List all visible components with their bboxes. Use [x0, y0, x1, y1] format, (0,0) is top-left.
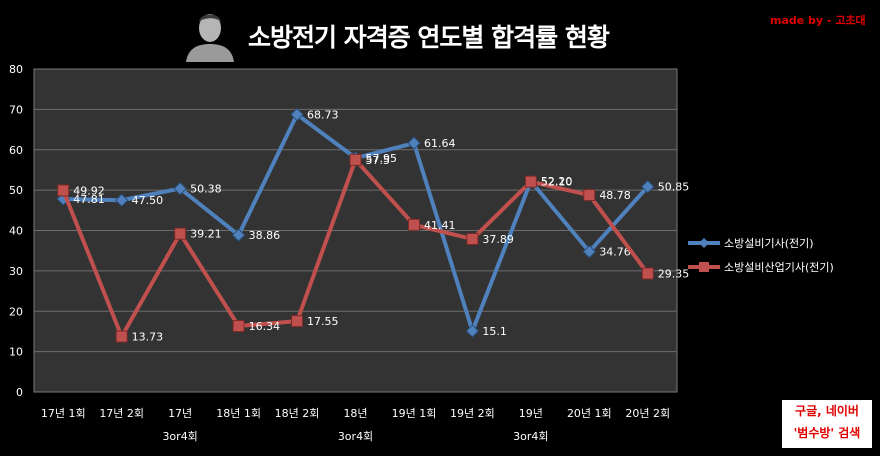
data-point — [465, 324, 480, 338]
data-label: 13.73 — [132, 331, 164, 344]
search-hint-box: 구글, 네이버 '범수방' 검색 — [782, 400, 872, 448]
y-tick-label: 70 — [9, 103, 23, 116]
x-tick-label: 20년 1회 — [567, 407, 612, 420]
data-label: 29.35 — [658, 267, 690, 280]
y-tick-label: 60 — [9, 144, 23, 157]
data-point — [174, 227, 187, 240]
data-point — [232, 320, 245, 333]
x-tick-label: 19년 3or4회 — [513, 407, 548, 443]
x-tick-label: 19년 1회 — [392, 407, 437, 420]
data-label: 38.86 — [249, 229, 281, 242]
data-point — [582, 244, 597, 259]
y-tick-label: 10 — [9, 346, 23, 359]
x-tick-label: 18년 3or4회 — [338, 407, 373, 443]
data-point — [290, 107, 304, 122]
data-point — [349, 153, 362, 166]
data-point — [114, 193, 129, 207]
data-point — [115, 330, 128, 343]
y-tick-label: 0 — [16, 386, 23, 399]
x-tick-label: 20년 2회 — [625, 407, 670, 420]
data-label: 61.64 — [424, 137, 456, 150]
avatar — [182, 6, 238, 62]
data-label: 47.81 — [73, 193, 105, 206]
data-point — [466, 233, 479, 246]
data-point — [231, 228, 246, 242]
x-tick-label: 17년 3or4회 — [162, 407, 197, 443]
data-label: 17.55 — [307, 315, 339, 328]
data-point — [407, 136, 421, 150]
legend-label: 소방설비산업기사(전기) — [724, 261, 834, 274]
data-label: 47.50 — [132, 194, 164, 207]
data-label: 57.95 — [366, 152, 398, 165]
data-label: 48.78 — [599, 189, 631, 202]
search-hint-line2: '범수방' 검색 — [793, 426, 861, 440]
data-point — [57, 184, 70, 197]
y-tick-label: 40 — [9, 225, 23, 238]
data-label: 50.38 — [190, 183, 222, 196]
data-point — [524, 175, 537, 188]
data-point — [291, 315, 304, 328]
made-by-label: made by - 고초대 — [770, 14, 866, 27]
x-tick-label: 17년 2회 — [99, 407, 144, 420]
data-label: 39.21 — [190, 228, 222, 241]
data-label: 57.5 — [366, 154, 391, 167]
data-point — [641, 267, 654, 280]
data-label: 34.76 — [599, 246, 631, 259]
data-point — [173, 181, 187, 196]
search-hint-line1: 구글, 네이버 — [795, 404, 859, 418]
data-label: 49.92 — [73, 184, 105, 197]
data-point — [583, 189, 596, 202]
y-tick-label: 50 — [9, 184, 23, 197]
data-label: 68.73 — [307, 109, 339, 122]
data-label: 52.10 — [541, 176, 573, 189]
data-label: 41.41 — [424, 219, 456, 232]
x-tick-label: 18년 1회 — [216, 407, 261, 420]
y-tick-label: 80 — [9, 63, 23, 76]
data-point — [407, 218, 420, 231]
chart-title: 소방전기 자격증 연도별 합격률 현황 — [248, 23, 610, 52]
data-label: 16.34 — [249, 320, 281, 333]
y-tick-label: 30 — [9, 265, 23, 278]
data-point — [641, 179, 655, 194]
data-label: 37.89 — [482, 233, 513, 246]
y-tick-label: 20 — [9, 305, 23, 318]
legend-marker — [699, 262, 709, 272]
legend-marker — [699, 238, 709, 248]
x-tick-label: 17년 1회 — [41, 407, 86, 420]
x-tick-label: 18년 2회 — [275, 407, 320, 420]
data-label: 50.85 — [658, 181, 690, 194]
legend-label: 소방설비기사(전기) — [724, 237, 814, 250]
x-tick-label: 19년 2회 — [450, 407, 495, 420]
data-label: 15.1 — [482, 325, 507, 338]
